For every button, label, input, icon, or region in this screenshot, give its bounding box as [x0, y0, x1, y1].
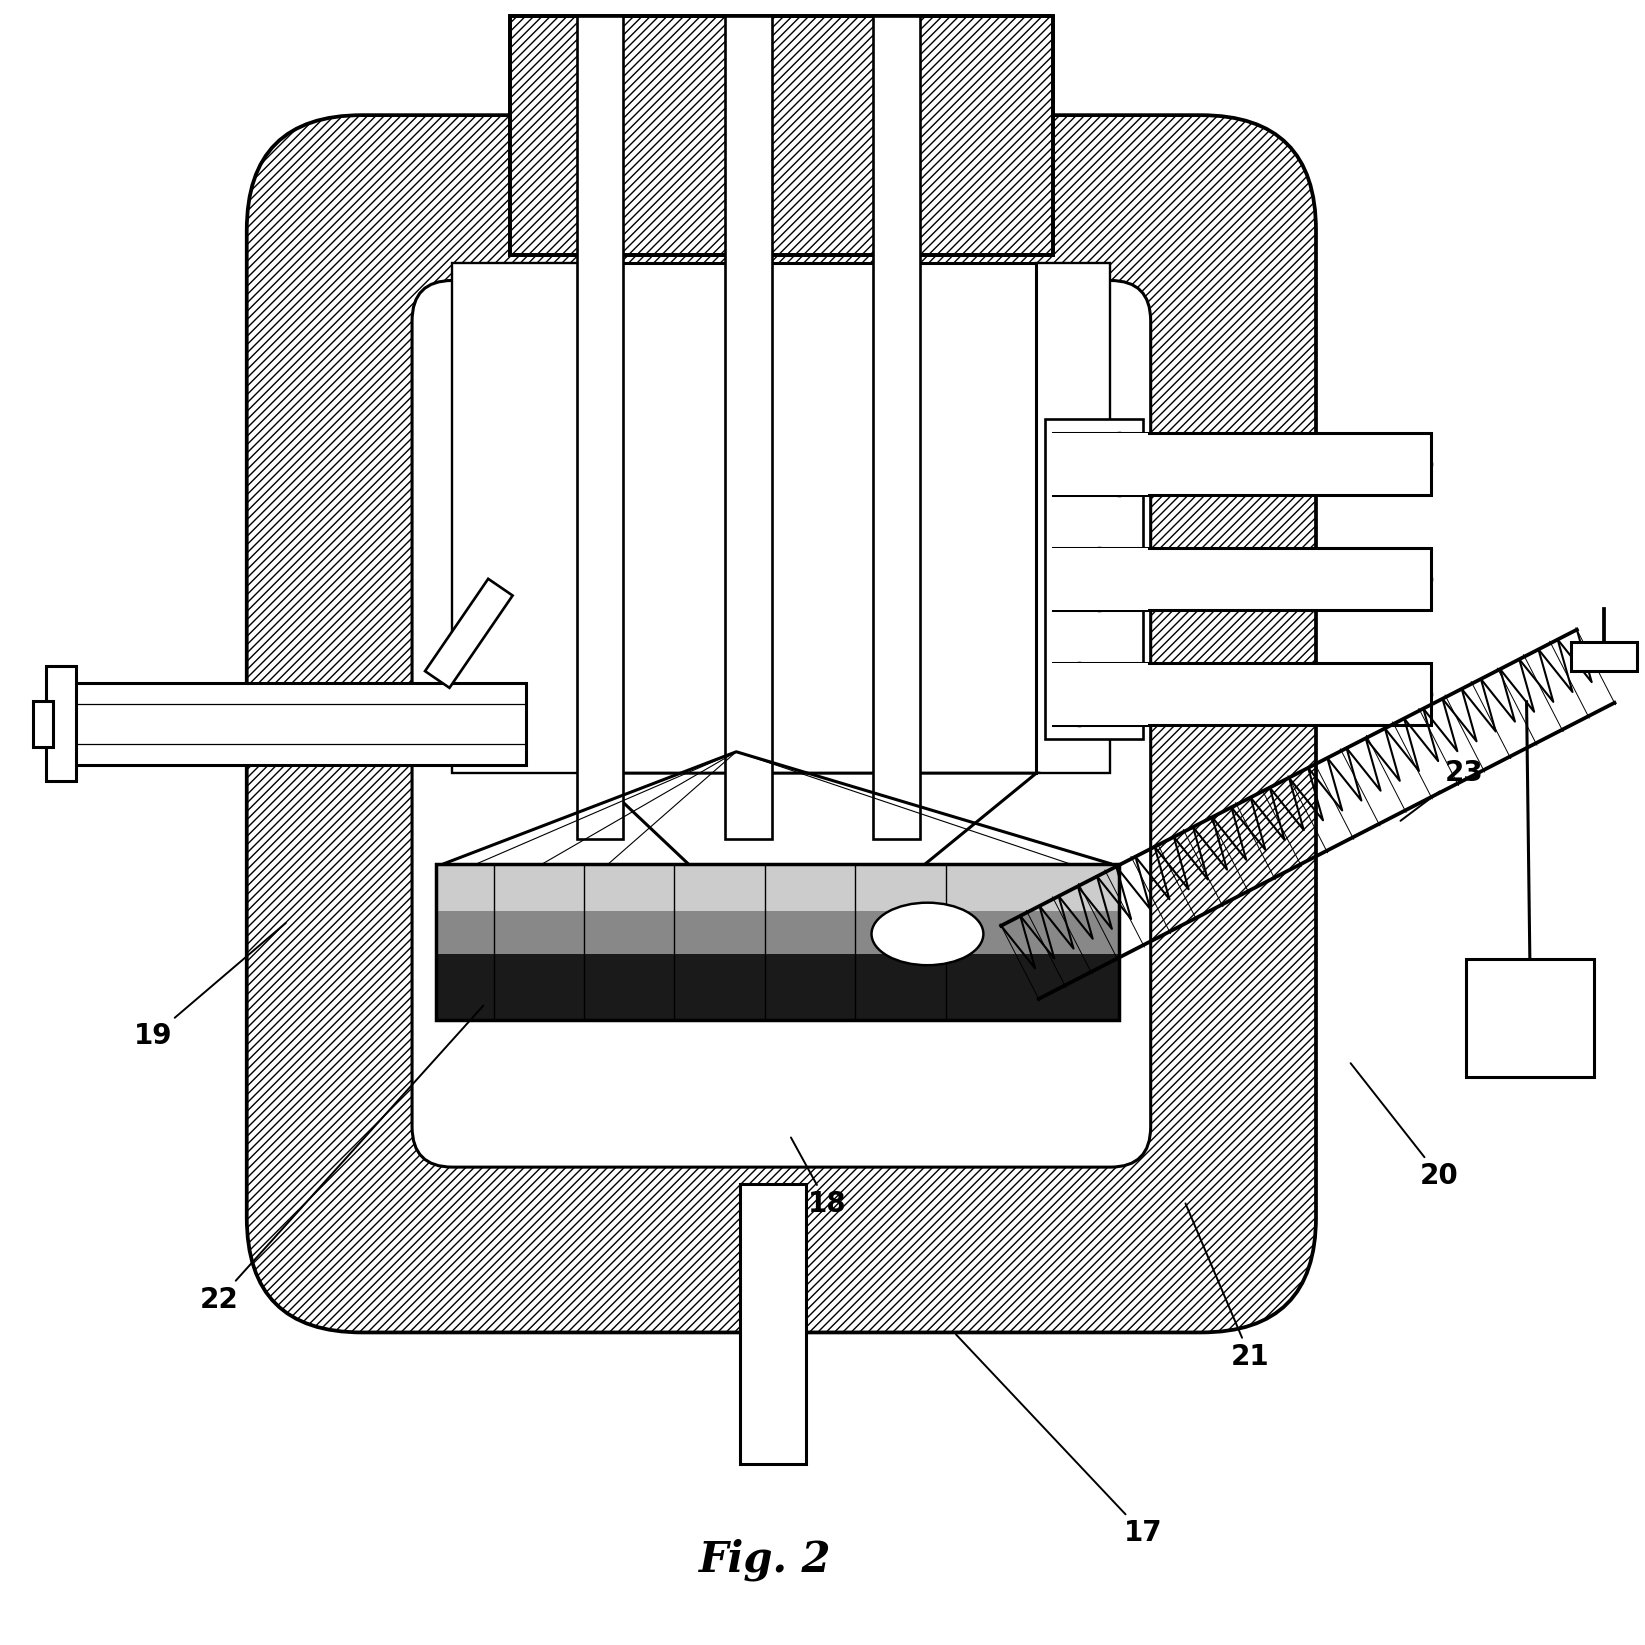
FancyBboxPatch shape: [411, 280, 1152, 1168]
Bar: [436, 910, 1119, 954]
Bar: [1050, 663, 1148, 725]
Ellipse shape: [872, 903, 984, 966]
Bar: [66, 683, 526, 765]
Bar: [436, 864, 1119, 1020]
Polygon shape: [1045, 419, 1143, 739]
Text: 21: 21: [1186, 1204, 1270, 1372]
Bar: [873, 16, 920, 839]
Bar: [33, 701, 53, 747]
Text: 20: 20: [1351, 1063, 1459, 1191]
Text: 22: 22: [199, 1005, 484, 1314]
Bar: [1050, 433, 1148, 495]
Polygon shape: [424, 579, 513, 688]
Polygon shape: [592, 773, 1036, 913]
Bar: [725, 16, 772, 839]
Bar: [1053, 548, 1431, 610]
Bar: [1571, 642, 1637, 671]
Polygon shape: [452, 263, 592, 773]
Text: 23: 23: [1400, 758, 1484, 821]
Text: 17: 17: [956, 1334, 1163, 1548]
Bar: [592, 263, 1036, 773]
FancyBboxPatch shape: [247, 115, 1316, 1332]
Bar: [452, 1020, 1110, 1127]
Text: 19: 19: [133, 923, 286, 1051]
Text: 18: 18: [791, 1137, 847, 1219]
Bar: [436, 864, 1119, 910]
Text: Fig. 2: Fig. 2: [699, 1538, 831, 1581]
Bar: [740, 1184, 806, 1464]
Bar: [452, 1020, 1110, 1127]
Bar: [510, 16, 1053, 255]
Bar: [1053, 433, 1431, 495]
Bar: [1466, 959, 1594, 1077]
Polygon shape: [1036, 263, 1110, 773]
Bar: [46, 666, 76, 781]
Bar: [1050, 548, 1148, 610]
Bar: [577, 16, 623, 839]
Bar: [510, 16, 1053, 255]
Bar: [436, 954, 1119, 1020]
Bar: [1053, 663, 1431, 725]
